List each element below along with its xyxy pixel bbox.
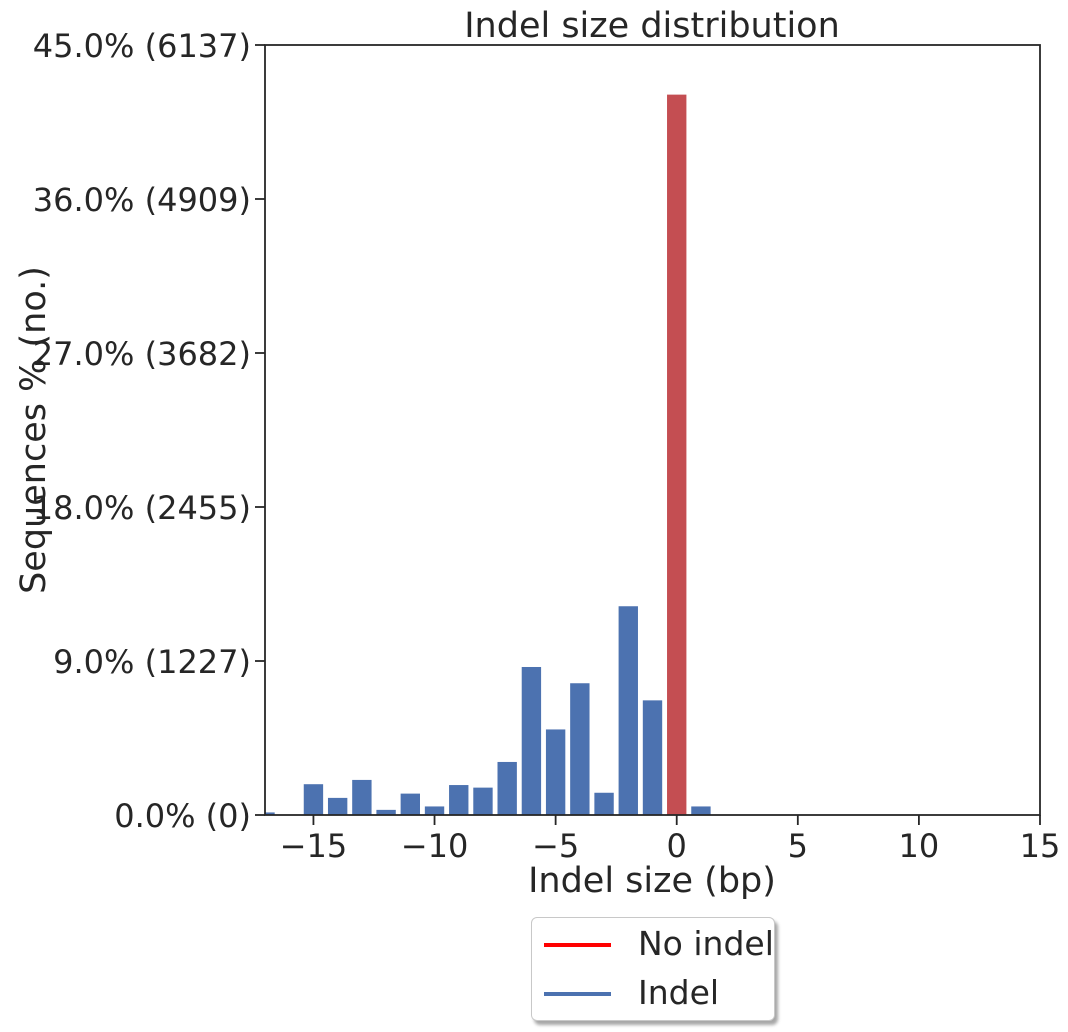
bar-indel-2 [327, 797, 348, 815]
y-tick-label-2: 18.0% (2455) [33, 489, 251, 527]
bar-indel-16 [691, 806, 711, 815]
x-axis-label: Indel size (bp) [528, 861, 776, 901]
x-tick-label-3: 0 [667, 827, 687, 865]
bar-indel-9 [497, 761, 517, 815]
bar-indel-4 [376, 809, 396, 815]
x-tick-label-1: −10 [401, 827, 469, 865]
bar-indel-8 [473, 787, 493, 815]
bar-indel-6 [424, 806, 445, 815]
bar-no-indel-0 [667, 94, 687, 816]
plot-frame [264, 44, 1041, 816]
bar-indel-10 [521, 666, 542, 815]
bar-indel-15 [642, 700, 663, 815]
y-tick-label-5: 45.0% (6137) [33, 27, 251, 65]
bar-indel-7 [449, 785, 469, 815]
y-tick-label-1: 9.0% (1227) [53, 643, 251, 681]
bar-indel-13 [594, 792, 614, 815]
bar-indel-14 [618, 606, 638, 815]
legend-label-indel: Indel [638, 973, 720, 1012]
y-tick-label-3: 27.0% (3682) [33, 335, 251, 373]
legend-swatch-indel [544, 992, 611, 996]
x-tick-label-4: 5 [788, 827, 808, 865]
legend-item-no-indel: No indel [532, 922, 774, 966]
x-tick-label-6: 15 [1020, 827, 1061, 865]
legend-label-no-indel: No indel [638, 924, 774, 963]
bar-indel-1 [303, 784, 324, 815]
legend-swatch-no-indel [544, 943, 611, 947]
legend-item-indel: Indel [532, 971, 774, 1015]
x-tick-label-2: −5 [532, 827, 579, 865]
bar-indel-0 [265, 812, 275, 815]
chart-title: Indel size distribution [464, 6, 840, 46]
y-tick-label-0: 0.0% (0) [114, 797, 251, 835]
y-axis: 0.0% (0) 9.0% (1227) 18.0% (2455) 27.0% (36… [33, 27, 265, 835]
x-tick-label-0: −15 [280, 827, 348, 865]
bars-layer [265, 94, 711, 816]
bar-indel-3 [352, 779, 372, 815]
legend: No indel Indel [531, 917, 775, 1021]
x-tick-label-5: 10 [899, 827, 940, 865]
x-axis: −15 −10 −5 0 5 10 15 [280, 815, 1061, 865]
y-tick-label-4: 36.0% (4909) [33, 181, 251, 219]
bar-indel-12 [570, 683, 590, 815]
bar-indel-11 [545, 729, 566, 815]
bar-indel-5 [400, 793, 420, 815]
y-axis-label: Sequences % (no.) [14, 266, 54, 594]
